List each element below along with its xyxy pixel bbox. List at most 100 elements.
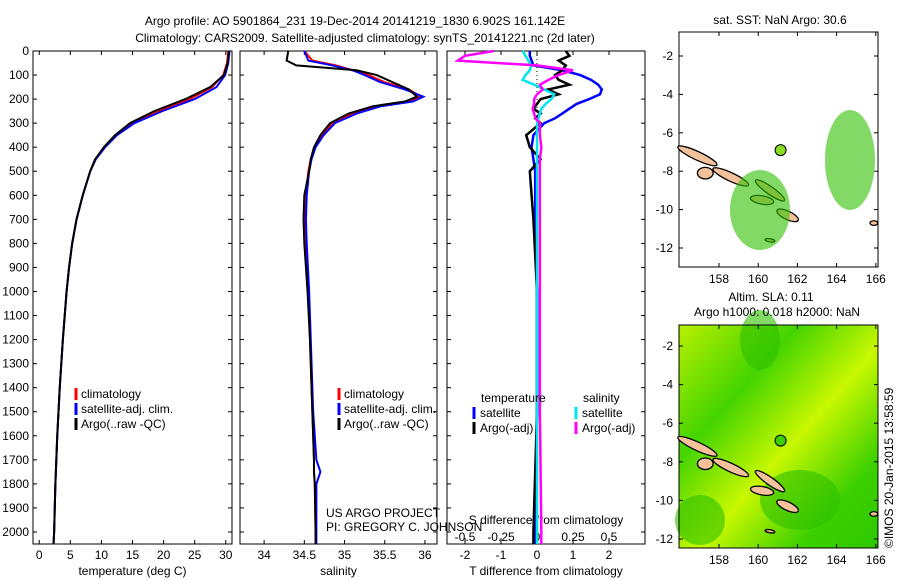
island xyxy=(764,528,776,534)
lat-label: -6 xyxy=(662,126,673,140)
x-tick-label-t: 2 xyxy=(606,548,613,562)
series-line-1 xyxy=(52,50,231,545)
x-tick-label: 34.5 xyxy=(293,548,317,562)
y-tick-label: 1800 xyxy=(2,477,29,491)
x-tick-label-s: -0.25 xyxy=(487,530,515,544)
lat-label: -8 xyxy=(662,164,673,178)
island xyxy=(677,145,718,167)
x-tick-label-t: -2 xyxy=(460,548,471,562)
legend-label: satellite xyxy=(582,406,623,420)
x-tick-label: 25 xyxy=(188,548,202,562)
float-position-marker xyxy=(774,144,787,157)
x-tick-label: 34 xyxy=(257,548,271,562)
island xyxy=(696,166,714,180)
series-line-0 xyxy=(52,50,230,545)
series-line-2 xyxy=(52,50,230,545)
x-tick-label: 36 xyxy=(418,548,432,562)
lat-label: -2 xyxy=(662,49,673,63)
y-tick-label: 800 xyxy=(9,236,29,250)
lon-label: 166 xyxy=(866,272,886,286)
x-tick-label-t: 1 xyxy=(570,548,577,562)
lon-label: 158 xyxy=(709,272,729,286)
difference-panel: -2 -1 0 1 2-0.5 -0.25 0 0.25 0.5S difference fro… xyxy=(446,49,646,578)
x-tick-label-s: -0.5 xyxy=(455,530,476,544)
lon-label: 160 xyxy=(748,272,768,286)
sla-low-blob xyxy=(675,495,725,545)
y-tick-label: 1500 xyxy=(2,405,29,419)
legend-label: climatology xyxy=(81,387,141,401)
sla-low-blob xyxy=(730,170,790,250)
legend-label: satellite xyxy=(480,406,521,420)
y-tick-label: 100 xyxy=(9,68,29,82)
credit-text: ©IMOS 20-Jan-2015 13:58:59 xyxy=(882,387,896,548)
y-tick-label: 1400 xyxy=(2,381,29,395)
legend-label: satellite-adj. clim. xyxy=(344,402,436,416)
legend-label: Argo(-adj) xyxy=(480,421,533,435)
lon-label: 166 xyxy=(866,553,886,567)
y-tick-label: 1100 xyxy=(3,309,29,323)
x-axis-label: salinity xyxy=(320,564,357,578)
lat-label: -10 xyxy=(656,203,674,217)
y-tick-label: 0 xyxy=(22,44,29,58)
lat-label: -6 xyxy=(662,416,673,430)
island xyxy=(749,485,775,497)
sla-low-blob xyxy=(740,310,780,370)
y-tick-label: 1000 xyxy=(2,284,29,298)
island xyxy=(712,457,750,478)
island xyxy=(677,435,718,457)
y-tick-label: 900 xyxy=(9,260,29,274)
lat-label: -4 xyxy=(662,87,673,101)
sla-map-title-1: Altim. SLA: 0.11 xyxy=(728,290,813,304)
y-tick-label: 600 xyxy=(9,188,29,202)
legend-label: satellite-adj. clim. xyxy=(81,402,173,416)
salinity-panel: 34 34.5 35 35.5 36 salinity climatologysatelli… xyxy=(239,50,438,578)
x-tick-label-t: 0 xyxy=(534,548,541,562)
series-line-0 xyxy=(303,50,424,544)
sst-map-title: sat. SST: NaN Argo: 30.6 xyxy=(713,13,847,27)
x-tick-label-s: 0.5 xyxy=(601,530,618,544)
lon-label: 160 xyxy=(748,553,768,567)
x-tick-label: 15 xyxy=(126,548,140,562)
legend-label: Argo(..raw -QC) xyxy=(344,417,429,431)
legend-header-temperature: temperature xyxy=(481,391,546,405)
lon-label: 162 xyxy=(787,272,807,286)
x-tick-label: 10 xyxy=(95,548,109,562)
island xyxy=(869,220,879,226)
x-tick-label: 5 xyxy=(67,548,74,562)
island xyxy=(776,499,800,514)
x-axis-label: temperature (deg C) xyxy=(78,564,186,578)
lat-label: -12 xyxy=(656,532,674,546)
series-line-1 xyxy=(303,50,426,544)
plot-frame xyxy=(446,50,646,545)
y-tick-label: 300 xyxy=(9,116,29,130)
title-line2: Climatology: CARS2009. Satellite-adjuste… xyxy=(135,31,595,45)
y-tick-label: 500 xyxy=(9,164,29,178)
x-tick-label: 0 xyxy=(36,548,43,562)
project-annotation: US ARGO PROJECT xyxy=(326,506,441,520)
y-tick-label: 1600 xyxy=(2,429,29,443)
series-line-1 xyxy=(524,50,574,544)
title-line1: Argo profile: AO 5901864_231 19-Dec-2014… xyxy=(145,14,565,28)
y-tick-label: 200 xyxy=(9,92,29,106)
y-tick-label: 2000 xyxy=(2,525,29,539)
series-line-2 xyxy=(520,50,557,544)
lat-label: -8 xyxy=(662,455,673,469)
sla-map: 158 160 162 164 166 -2 -4 -6 -8 -10 -12 Altim. SLA:… xyxy=(656,110,886,567)
y-tick-label: 700 xyxy=(9,212,29,226)
y-tick-label: 1300 xyxy=(2,357,29,371)
x-tick-label: 30 xyxy=(219,548,233,562)
y-tick-label: 1700 xyxy=(2,453,29,467)
legend-header-salinity: salinity xyxy=(583,391,620,405)
sla-low-blob xyxy=(825,110,875,210)
x-tick-label: 20 xyxy=(157,548,171,562)
legend-label: climatology xyxy=(344,387,404,401)
x-tick-label: 35 xyxy=(338,548,352,562)
lat-label: -2 xyxy=(662,339,673,353)
y-tick-label: 1900 xyxy=(2,501,29,515)
x-tick-label-s: 0.25 xyxy=(561,530,585,544)
x-axis-label: T difference from climatology xyxy=(469,564,623,578)
series-line-3 xyxy=(454,49,574,544)
lat-label: -4 xyxy=(662,378,673,392)
island xyxy=(754,469,786,493)
